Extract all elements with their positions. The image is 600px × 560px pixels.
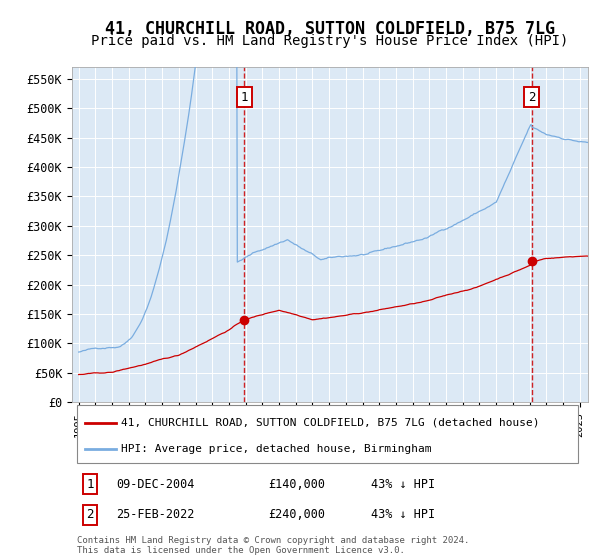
Text: 2: 2: [86, 508, 94, 521]
Text: 1: 1: [241, 91, 248, 104]
Text: £240,000: £240,000: [268, 508, 325, 521]
Text: 1: 1: [86, 478, 94, 491]
Text: 2: 2: [528, 91, 535, 104]
Text: HPI: Average price, detached house, Birmingham: HPI: Average price, detached house, Birm…: [121, 444, 431, 454]
Text: 43% ↓ HPI: 43% ↓ HPI: [371, 478, 436, 491]
Text: 09-DEC-2004: 09-DEC-2004: [116, 478, 194, 491]
Text: 41, CHURCHILL ROAD, SUTTON COLDFIELD, B75 7LG (detached house): 41, CHURCHILL ROAD, SUTTON COLDFIELD, B7…: [121, 418, 539, 428]
Text: 43% ↓ HPI: 43% ↓ HPI: [371, 508, 436, 521]
FancyBboxPatch shape: [77, 405, 578, 463]
Text: Contains HM Land Registry data © Crown copyright and database right 2024.
This d: Contains HM Land Registry data © Crown c…: [77, 535, 470, 555]
Text: Price paid vs. HM Land Registry's House Price Index (HPI): Price paid vs. HM Land Registry's House …: [91, 34, 569, 48]
Text: £140,000: £140,000: [268, 478, 325, 491]
Text: 41, CHURCHILL ROAD, SUTTON COLDFIELD, B75 7LG: 41, CHURCHILL ROAD, SUTTON COLDFIELD, B7…: [105, 20, 555, 38]
Text: 25-FEB-2022: 25-FEB-2022: [116, 508, 194, 521]
